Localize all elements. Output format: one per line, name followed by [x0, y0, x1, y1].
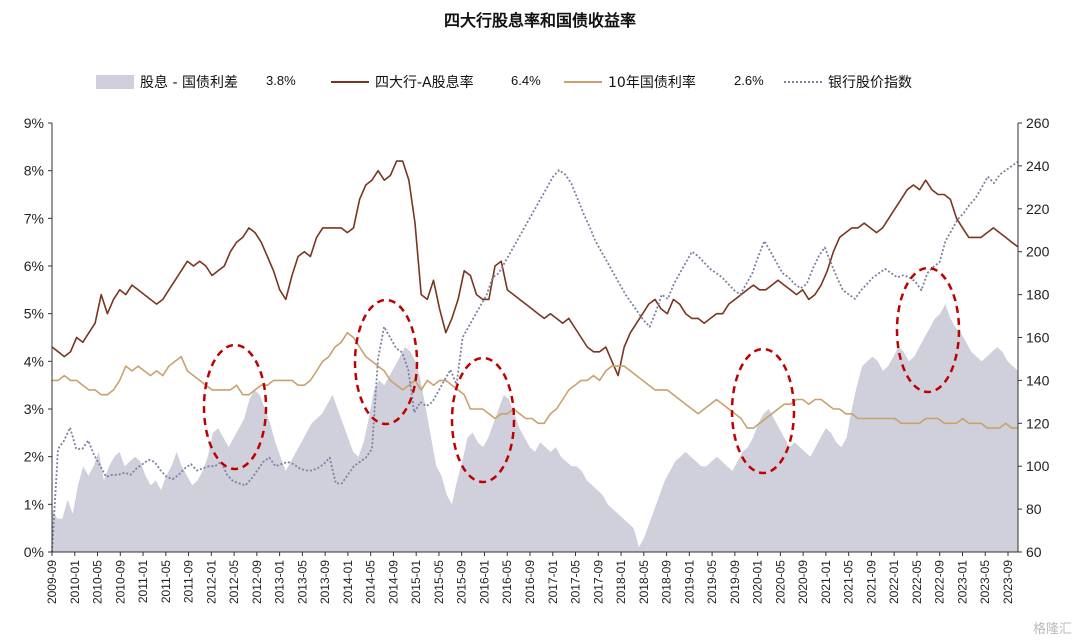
- x-tick-label: 2019-01: [682, 560, 696, 604]
- x-tick-label: 2014-09: [386, 560, 400, 604]
- right-tick-label: 100: [1026, 458, 1050, 474]
- x-tick-label: 2018-09: [660, 560, 674, 604]
- x-tick-label: 2021-01: [819, 560, 833, 604]
- right-tick-label: 80: [1026, 501, 1042, 517]
- right-tick-label: 260: [1026, 115, 1050, 131]
- right-tick-label: 60: [1026, 544, 1042, 560]
- legend-value-dividend: 6.4%: [511, 73, 541, 88]
- series-line-3: [51, 160, 1019, 553]
- legend-value-bond: 2.6%: [734, 73, 764, 88]
- x-tick-label: 2020-01: [751, 560, 765, 604]
- legend-item-spread: 股息 - 国债利差 3.8%: [96, 72, 296, 92]
- annotation-ellipse-4: [730, 347, 796, 475]
- x-tick-label: 2012-09: [250, 560, 264, 604]
- x-tick-label: 2013-01: [273, 560, 287, 604]
- legend-swatch-bond: [564, 81, 602, 83]
- x-tick-label: 2011-09: [182, 560, 196, 603]
- x-tick-label: 2016-01: [477, 560, 491, 604]
- legend-label-dividend: 四大行-A股息率: [375, 75, 474, 91]
- watermark-logo: 格隆汇: [1032, 622, 1072, 637]
- left-tick-label: 7%: [24, 210, 44, 226]
- left-tick-label: 6%: [24, 258, 44, 274]
- annotation-ellipse-2: [353, 298, 419, 426]
- x-tick-label: 2016-09: [523, 560, 537, 604]
- x-tick-label: 2010-09: [113, 560, 127, 604]
- right-tick-label: 140: [1026, 372, 1050, 388]
- x-tick-label: 2019-05: [705, 560, 719, 604]
- legend-item-bond: 10年国债利率 2.6%: [564, 72, 764, 92]
- left-tick-label: 0%: [24, 544, 44, 560]
- x-tick-label: 2021-09: [864, 560, 878, 604]
- x-tick-label: 2013-05: [295, 560, 309, 604]
- x-tick-label: 2015-05: [432, 560, 446, 604]
- x-tick-label: 2022-01: [887, 560, 901, 604]
- left-tick-label: 4%: [24, 353, 44, 369]
- x-tick-label: 2022-09: [933, 560, 947, 604]
- x-tick-label: 2019-09: [728, 560, 742, 604]
- x-tick-label: 2011-05: [159, 560, 173, 603]
- x-tick-label: 2020-05: [773, 560, 787, 604]
- legend-value-spread: 3.8%: [266, 73, 296, 88]
- left-tick-label: 8%: [24, 163, 44, 179]
- x-tick-label: 2010-01: [68, 560, 82, 604]
- legend-swatch-bank-index: [784, 81, 822, 83]
- series-line-1: [51, 160, 1019, 377]
- x-tick-label: 2009-09: [45, 560, 59, 604]
- chart-title: 四大行股息率和国债收益率: [443, 11, 636, 30]
- x-tick-label: 2010-05: [91, 560, 105, 604]
- x-tick-label: 2018-05: [637, 560, 651, 604]
- x-tick-label: 2012-05: [227, 560, 241, 604]
- x-tick-label: 2015-01: [409, 560, 423, 604]
- left-tick-label: 3%: [24, 401, 44, 417]
- x-tick-label: 2014-05: [364, 560, 378, 604]
- x-tick-label: 2014-01: [341, 560, 355, 604]
- right-tick-label: 180: [1026, 287, 1050, 303]
- x-tick-label: 2023-05: [978, 560, 992, 604]
- legend-label-spread: 股息 - 国债利差: [140, 75, 238, 91]
- x-tick-label: 2017-01: [546, 560, 560, 604]
- x-tick-label: 2018-01: [614, 560, 628, 604]
- right-tick-label: 120: [1026, 415, 1050, 431]
- legend-item-bank-index: 银行股价指数: [784, 72, 912, 92]
- x-tick-label: 2017-09: [591, 560, 605, 604]
- x-tick-label: 2023-01: [955, 560, 969, 604]
- right-tick-label: 240: [1026, 158, 1050, 174]
- annotation-ellipse-5: [895, 266, 961, 394]
- annotation-ellipse-3: [450, 356, 516, 484]
- right-tick-label: 160: [1026, 330, 1050, 346]
- legend-swatch-spread: [96, 75, 134, 89]
- series-area-spread: [52, 304, 1018, 552]
- x-tick-label: 2011-01: [136, 560, 150, 603]
- x-tick-label: 2016-05: [500, 560, 514, 604]
- x-tick-label: 2013-09: [318, 560, 332, 604]
- legend-label-bank-index: 银行股价指数: [828, 75, 912, 91]
- right-tick-label: 200: [1026, 244, 1050, 260]
- x-tick-label: 2015-09: [455, 560, 469, 604]
- x-tick-label: 2021-05: [842, 560, 856, 604]
- left-tick-label: 1%: [24, 496, 44, 512]
- legend-label-bond: 10年国债利率: [608, 75, 696, 91]
- annotation-ellipse-1: [202, 343, 268, 471]
- legend-swatch-dividend: [331, 81, 369, 83]
- left-tick-label: 9%: [24, 115, 44, 131]
- right-tick-label: 220: [1026, 201, 1050, 217]
- x-tick-label: 2023-09: [1001, 560, 1015, 604]
- x-tick-label: 2022-05: [910, 560, 924, 604]
- left-tick-label: 2%: [24, 449, 44, 465]
- legend-item-dividend: 四大行-A股息率 6.4%: [331, 72, 541, 92]
- x-tick-label: 2012-01: [204, 560, 218, 604]
- x-tick-label: 2017-05: [569, 560, 583, 604]
- left-tick-label: 5%: [24, 306, 44, 322]
- x-tick-label: 2020-09: [796, 560, 810, 604]
- series-line-2: [52, 331, 1018, 429]
